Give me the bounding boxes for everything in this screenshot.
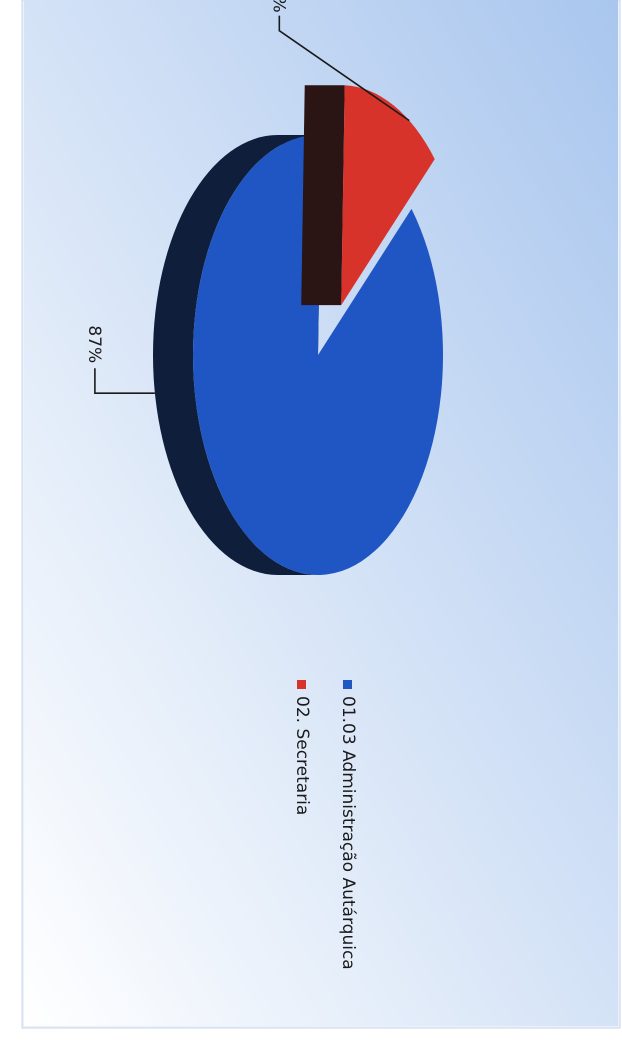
slice-side-administracao bbox=[153, 135, 318, 575]
chart-rotation-group: 87% 13% 01.03 Administração Autárquica 02.… bbox=[84, 0, 444, 970]
pie-group bbox=[153, 85, 444, 575]
legend-entry: 01.03 Administração Autárquica bbox=[338, 696, 358, 970]
leader-lines bbox=[94, 15, 410, 395]
legend-swatch bbox=[343, 680, 352, 689]
slice-secretaria bbox=[341, 85, 435, 306]
data-labels: 87% 13% bbox=[84, 0, 288, 363]
leader-line-87 bbox=[94, 368, 155, 395]
slice-administracao bbox=[193, 135, 444, 575]
legend-entry: 02. Secretaria bbox=[292, 696, 312, 815]
legend-swatch bbox=[297, 680, 306, 689]
slice-side-secretaria bbox=[301, 85, 345, 306]
leader-line-13 bbox=[278, 15, 410, 122]
data-label-administracao: 87% bbox=[84, 325, 104, 363]
legend: 01.03 Administração Autárquica 02. Secret… bbox=[292, 680, 358, 970]
data-label-secretaria: 13% bbox=[268, 0, 288, 13]
